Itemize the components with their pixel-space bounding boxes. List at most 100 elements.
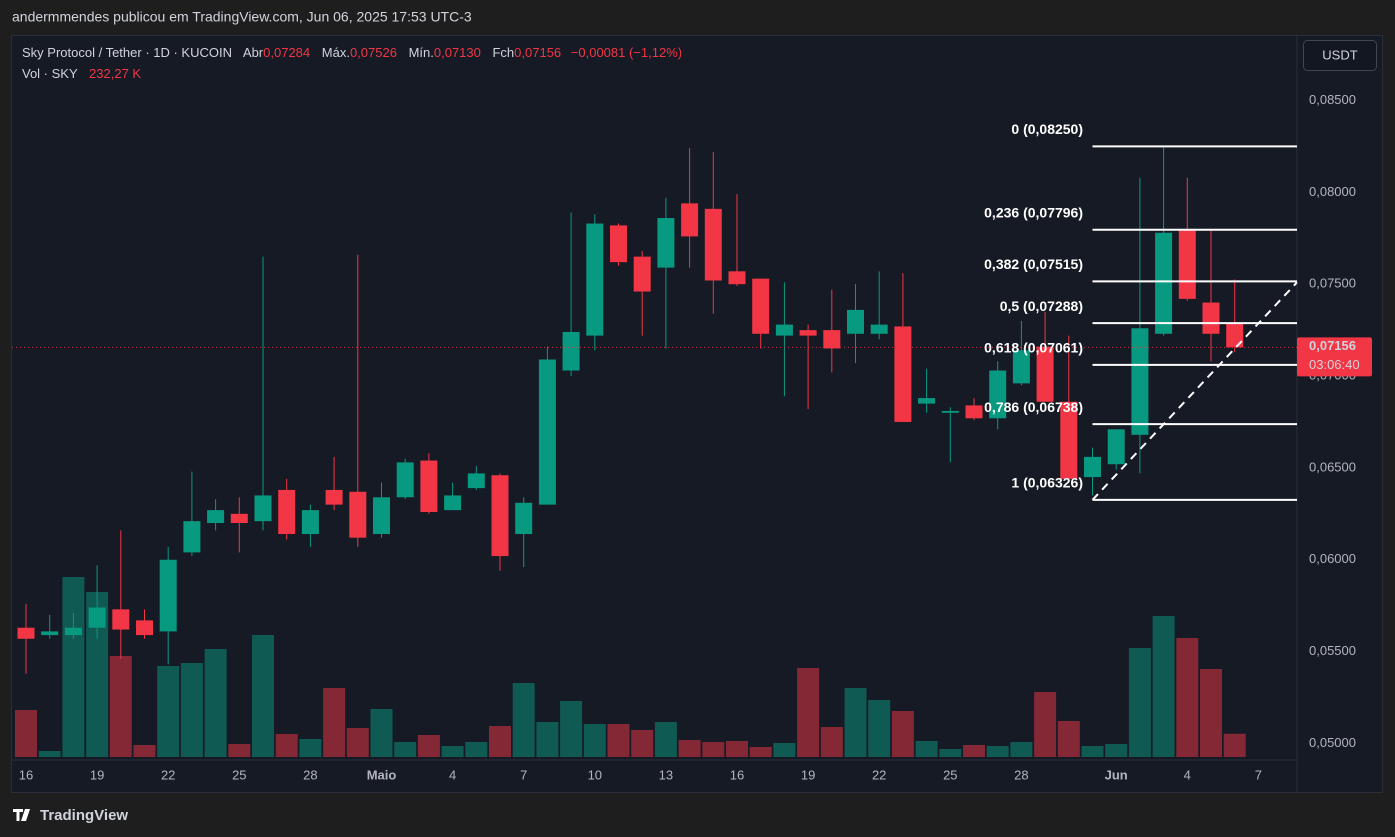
volume-bar bbox=[726, 741, 748, 757]
volume-bar bbox=[1034, 692, 1057, 757]
candle-body bbox=[183, 521, 201, 553]
volume-bar bbox=[38, 751, 61, 757]
volume-bar bbox=[1223, 733, 1246, 757]
open-label: Abr bbox=[243, 45, 264, 60]
candle-body bbox=[17, 627, 35, 639]
candle-body bbox=[989, 370, 1007, 419]
brand-logo bbox=[13, 809, 30, 821]
x-tick-label: 19 bbox=[801, 767, 815, 782]
volume-bar bbox=[1081, 746, 1104, 757]
x-tick-label: 4 bbox=[449, 767, 456, 782]
fib-label: 0,786 (0,06738) bbox=[984, 399, 1083, 415]
volume-bar bbox=[1152, 616, 1175, 757]
symbol: Sky Protocol / Tether · 1D · KUCOIN bbox=[22, 45, 232, 60]
candle-body bbox=[941, 410, 959, 413]
volume-bar bbox=[1128, 648, 1151, 757]
volume-bar bbox=[275, 734, 298, 757]
volume-bar bbox=[868, 700, 891, 757]
volume-bar bbox=[536, 722, 559, 757]
candle-body bbox=[278, 489, 296, 535]
x-tick-label: 13 bbox=[659, 767, 673, 782]
fib-label: 0,236 (0,07796) bbox=[984, 205, 1083, 221]
volume-bar bbox=[489, 726, 511, 757]
candle-body bbox=[847, 309, 864, 334]
volume-bar bbox=[228, 744, 251, 757]
volume-bar bbox=[963, 745, 985, 757]
y-tick-label: 0,06500 bbox=[1309, 459, 1356, 474]
x-tick-label: 22 bbox=[872, 767, 886, 782]
y-tick-label: 0,06000 bbox=[1309, 551, 1356, 566]
volume-bar bbox=[891, 711, 914, 757]
volume-bar bbox=[346, 728, 369, 757]
candle-body bbox=[870, 324, 888, 334]
volume-bar bbox=[299, 739, 322, 757]
attribution: andermmendes publicou em TradingView.com… bbox=[12, 9, 472, 25]
volume-bar bbox=[797, 668, 820, 757]
volume-bar bbox=[441, 746, 464, 757]
volume-bar bbox=[631, 730, 654, 757]
x-tick-label: 28 bbox=[1014, 767, 1028, 782]
open-value: 0,07284 bbox=[263, 45, 310, 60]
candle-body bbox=[538, 359, 556, 505]
currency[interactable]: USDT bbox=[1322, 47, 1357, 62]
volume-bar bbox=[820, 727, 843, 757]
x-tick-label: 10 bbox=[588, 767, 602, 782]
high-value: 0,07526 bbox=[350, 45, 397, 60]
volume-bar bbox=[583, 724, 606, 757]
close-value: 0,07156 bbox=[514, 45, 561, 60]
x-tick-label: 28 bbox=[303, 767, 317, 782]
candle-body bbox=[325, 489, 343, 505]
volume-bar bbox=[749, 747, 772, 757]
candle-body bbox=[112, 609, 130, 630]
price-tag bbox=[1297, 337, 1372, 377]
volume-bar bbox=[86, 592, 109, 757]
x-tick-label: 7 bbox=[520, 767, 527, 782]
x-tick-label: 16 bbox=[730, 767, 744, 782]
volume-bar bbox=[986, 746, 1009, 757]
volume-bar bbox=[1105, 744, 1128, 757]
candle-body bbox=[728, 271, 746, 285]
candle-body bbox=[88, 607, 106, 628]
x-tick-label: 7 bbox=[1255, 767, 1262, 782]
price-tag-value: 0,07156 bbox=[1309, 338, 1356, 353]
candle-body bbox=[1060, 401, 1078, 479]
volume-bar bbox=[180, 663, 203, 757]
candle-body bbox=[894, 326, 912, 422]
candle-body bbox=[349, 491, 367, 538]
y-tick-label: 0,07500 bbox=[1309, 276, 1356, 291]
candle-body bbox=[1107, 429, 1125, 465]
axes: 0,085000,080000,075000,070000,065000,060… bbox=[19, 92, 1372, 782]
candle-body bbox=[491, 475, 509, 557]
currency-button[interactable] bbox=[1303, 40, 1377, 71]
drawings: 0 (0,08250) 0,236 (0,07796) 0,382 (0,07515… bbox=[12, 121, 1298, 501]
fib-label: 1 (0,06326) bbox=[1011, 475, 1083, 491]
volume-bar bbox=[204, 649, 227, 757]
candle-body bbox=[1036, 346, 1054, 402]
volume-bar bbox=[252, 635, 274, 757]
volume-bar bbox=[654, 722, 677, 757]
candle-body bbox=[1131, 328, 1149, 435]
volume-bar bbox=[678, 740, 701, 757]
fib-label: 0,5 (0,07288) bbox=[1000, 298, 1083, 314]
candle-body bbox=[444, 495, 462, 511]
x-tick-label: 25 bbox=[943, 767, 957, 782]
x-tick-label: 19 bbox=[90, 767, 104, 782]
volume-bar bbox=[1057, 721, 1080, 757]
volume-bar bbox=[15, 710, 37, 757]
volume-bar bbox=[702, 742, 725, 757]
volume-bar bbox=[844, 688, 867, 757]
volume-bar bbox=[62, 577, 85, 757]
volume-value: 232,27 K bbox=[89, 66, 141, 81]
close-label: Fch bbox=[492, 45, 514, 60]
volume-bar bbox=[370, 709, 393, 757]
candle-body bbox=[64, 627, 82, 636]
x-tick-label: 4 bbox=[1184, 767, 1191, 782]
candle-body bbox=[1084, 456, 1101, 478]
candle-body bbox=[373, 497, 390, 535]
volume-bar bbox=[512, 683, 535, 757]
volume-bar bbox=[560, 701, 583, 757]
volume-pane bbox=[15, 577, 1246, 757]
volume-bar bbox=[157, 666, 180, 757]
high-label: Máx. bbox=[322, 45, 350, 60]
